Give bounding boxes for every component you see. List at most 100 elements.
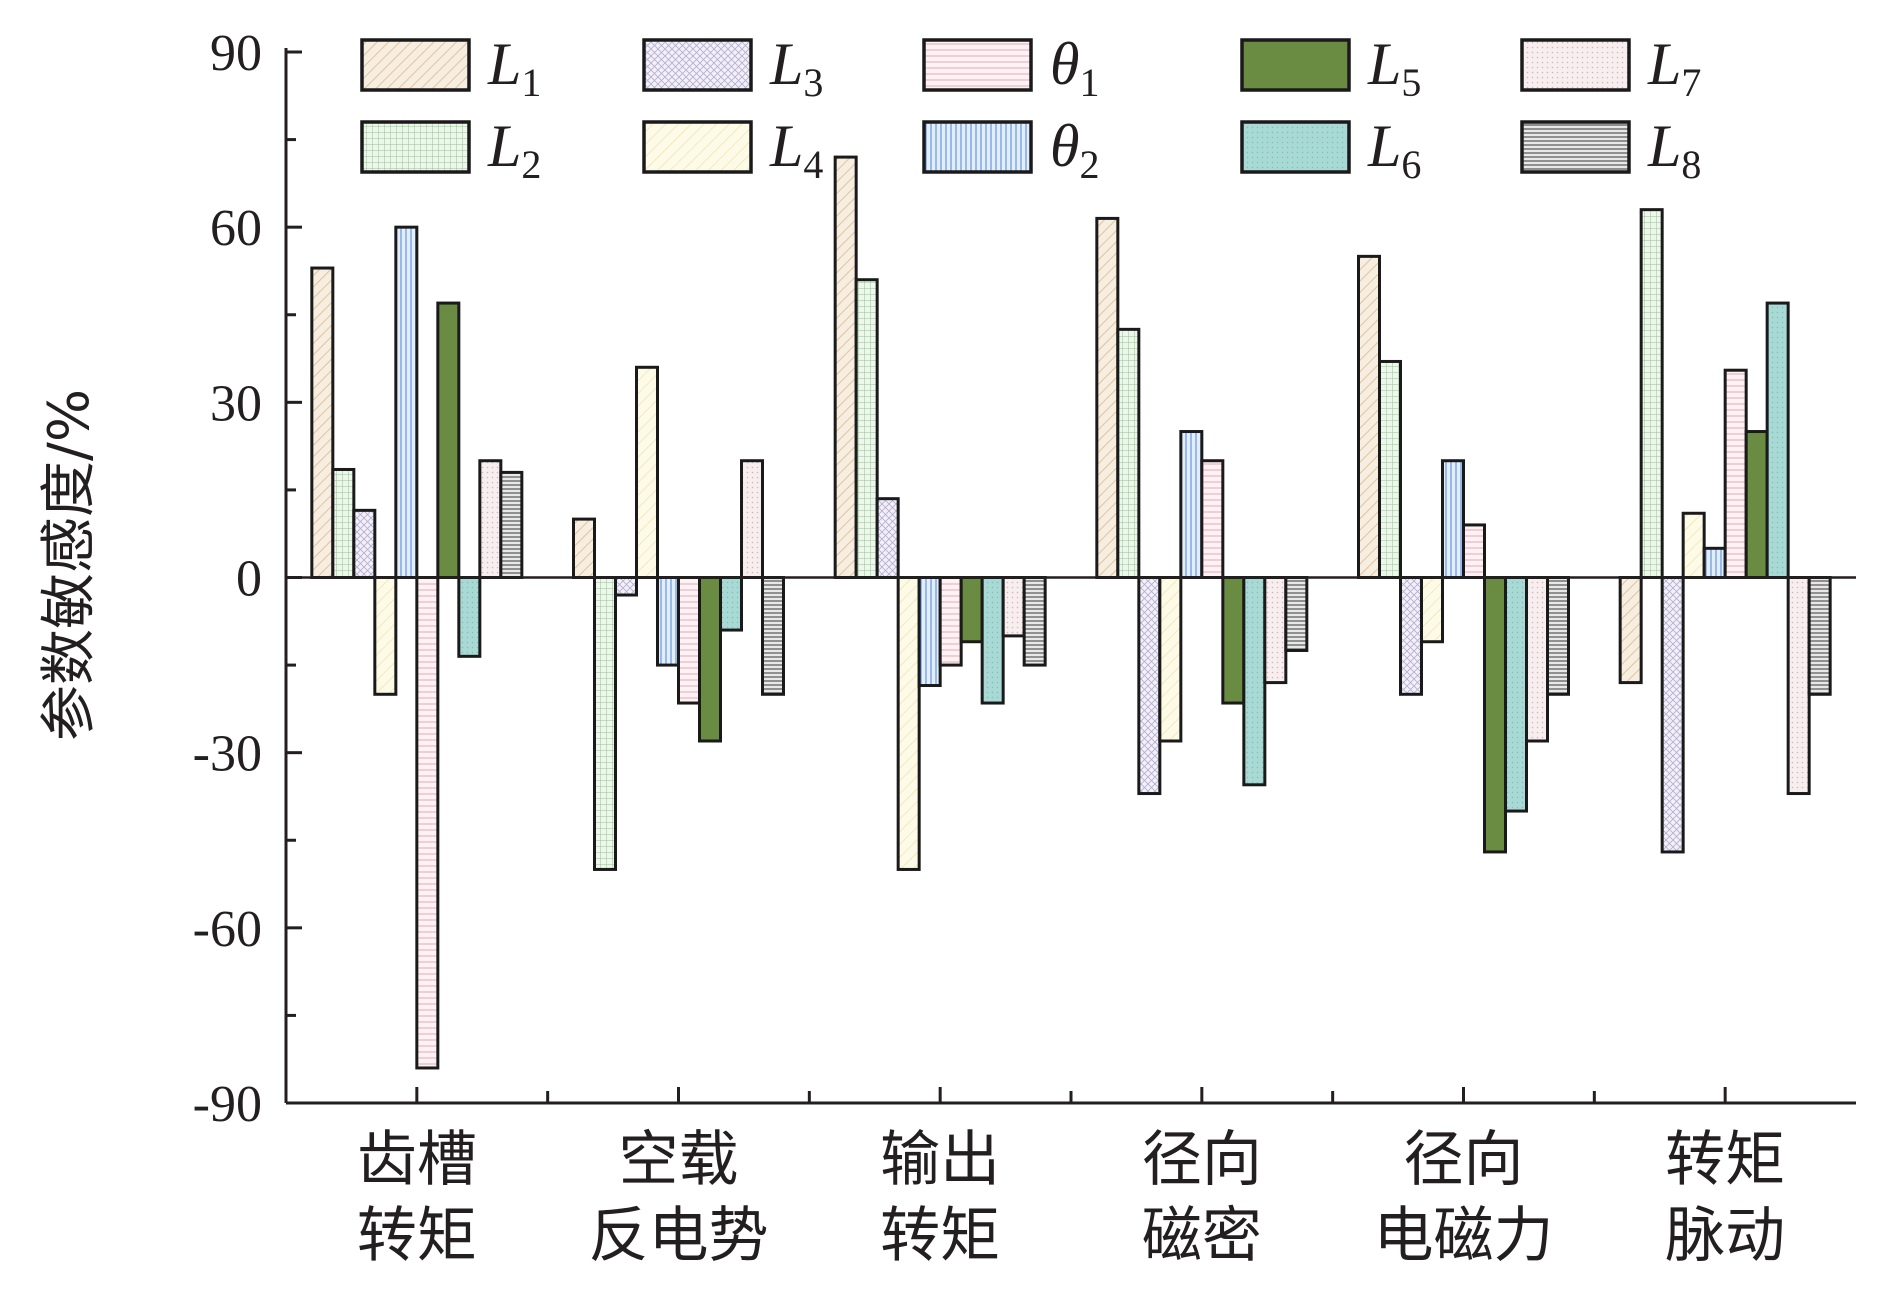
legend-swatch-L3 <box>642 38 753 92</box>
bar-L8-cat-4 <box>1546 576 1570 696</box>
bar-θ1-cat-3 <box>1200 459 1225 580</box>
y-tick-label: -60 <box>193 901 262 958</box>
bar-L8-cat-2 <box>1022 576 1047 667</box>
bar-L3-cat-3 <box>1137 576 1162 796</box>
bar-L8-cat-5 <box>1807 576 1832 696</box>
bar-θ1-cat-2 <box>938 576 963 667</box>
bar-L1-cat-5 <box>1618 576 1643 685</box>
bar-L7-cat-2 <box>1001 576 1026 638</box>
bar-L6-cat-5 <box>1765 301 1790 579</box>
legend-label-θ1: θ1 <box>1050 31 1099 105</box>
bar-L3-cat-4 <box>1399 576 1423 696</box>
x-category-label: 转矩 <box>880 1201 1000 1271</box>
legend-swatch-L8 <box>1520 120 1631 174</box>
bar-L7-cat-1 <box>740 459 764 580</box>
bar-θ2-cat-0 <box>394 225 419 580</box>
bar-L7-cat-4 <box>1525 576 1549 743</box>
legend: L1 L3 θ1 L5 L7 L2 L4 θ2 L6 L8 <box>360 31 1701 187</box>
legend-label-L2: L2 <box>487 113 541 187</box>
legend-label-L6: L6 <box>1367 113 1421 187</box>
legend-label-θ2: θ2 <box>1050 113 1099 187</box>
legend-swatch-θ1 <box>922 38 1033 92</box>
bar-L8-cat-1 <box>761 576 785 696</box>
bar-θ1-cat-4 <box>1462 523 1486 580</box>
bar-θ1-cat-0 <box>415 576 440 1070</box>
bar-L4-cat-1 <box>635 365 659 579</box>
bar-L3-cat-1 <box>614 576 638 597</box>
bar-L7-cat-0 <box>478 459 503 580</box>
bar-L6-cat-3 <box>1242 576 1267 787</box>
x-category-label: 输出 <box>880 1125 1000 1195</box>
legend-label-L5: L5 <box>1367 31 1421 105</box>
bar-L2-cat-0 <box>331 467 356 580</box>
legend-label-L4: L4 <box>769 113 823 187</box>
y-tick-label: 60 <box>210 200 262 257</box>
y-tick-label: 90 <box>210 25 262 82</box>
x-category-label: 径向 <box>1404 1125 1524 1195</box>
bar-L2-cat-2 <box>854 278 879 579</box>
bar-L5-cat-5 <box>1744 430 1769 579</box>
bar-L6-cat-4 <box>1504 576 1528 813</box>
bar-L6-cat-2 <box>980 576 1005 705</box>
bar-L2-cat-1 <box>593 576 617 871</box>
x-category-label: 电磁力 <box>1374 1201 1554 1271</box>
y-axis-title: 参数敏感度/% <box>37 389 102 741</box>
bar-L7-cat-3 <box>1263 576 1288 685</box>
bar-θ1-cat-1 <box>677 576 701 705</box>
bar-θ2-cat-5 <box>1702 546 1727 579</box>
bar-L1-cat-1 <box>572 517 596 579</box>
legend-swatch-L6 <box>1240 120 1351 174</box>
x-category-label: 齿槽 <box>357 1125 477 1195</box>
bar-L2-cat-4 <box>1378 359 1402 580</box>
y-tick-label: 0 <box>236 551 262 608</box>
bar-L4-cat-0 <box>373 576 398 696</box>
bar-L7-cat-5 <box>1786 576 1811 796</box>
bar-θ1-cat-5 <box>1723 368 1748 579</box>
bars-layer <box>310 155 1832 1070</box>
x-category-label: 转矩 <box>357 1201 477 1271</box>
bar-L1-cat-0 <box>310 266 335 579</box>
bar-θ2-cat-2 <box>917 576 942 688</box>
bar-θ2-cat-3 <box>1179 430 1204 579</box>
bar-L3-cat-0 <box>352 508 377 580</box>
bar-L4-cat-3 <box>1158 576 1183 743</box>
x-category-label: 空载 <box>619 1125 739 1195</box>
bar-L5-cat-0 <box>436 301 461 579</box>
bar-L6-cat-0 <box>457 576 482 658</box>
x-category-label: 脉动 <box>1665 1201 1785 1271</box>
bar-L4-cat-5 <box>1681 511 1706 579</box>
bar-L8-cat-3 <box>1284 576 1309 652</box>
labels-layer: 9060300-30-60-90齿槽转矩空载反电势输出转矩径向磁密径向电磁力转矩… <box>193 25 1785 1271</box>
legend-swatch-θ2 <box>922 120 1033 174</box>
legend-swatch-L4 <box>642 120 753 174</box>
x-category-label: 转矩 <box>1665 1125 1785 1195</box>
bar-L5-cat-2 <box>959 576 984 644</box>
bar-L2-cat-5 <box>1639 208 1664 579</box>
bar-L4-cat-2 <box>896 576 921 871</box>
bar-L2-cat-3 <box>1116 327 1141 579</box>
y-tick-label: -90 <box>193 1076 262 1133</box>
bar-L1-cat-4 <box>1357 254 1381 579</box>
bar-L1-cat-2 <box>833 155 858 579</box>
bar-L4-cat-4 <box>1420 576 1444 644</box>
y-tick-label: -30 <box>193 726 262 783</box>
x-category-label: 径向 <box>1142 1125 1262 1195</box>
bar-L8-cat-0 <box>499 470 524 579</box>
legend-swatch-L1 <box>360 38 471 92</box>
bar-L5-cat-3 <box>1221 576 1246 705</box>
legend-label-L3: L3 <box>769 31 823 105</box>
bar-L5-cat-4 <box>1483 576 1507 854</box>
x-category-label: 磁密 <box>1142 1201 1262 1271</box>
bar-L5-cat-1 <box>698 576 722 743</box>
axes-layer <box>284 48 1856 1105</box>
legend-label-L1: L1 <box>487 31 541 105</box>
bar-θ2-cat-1 <box>656 576 680 667</box>
bar-L1-cat-3 <box>1095 216 1120 580</box>
bar-θ2-cat-4 <box>1441 459 1465 580</box>
legend-swatch-L2 <box>360 120 471 174</box>
legend-label-L8: L8 <box>1647 113 1701 187</box>
bar-L3-cat-2 <box>875 497 900 579</box>
bar-L3-cat-5 <box>1660 576 1685 854</box>
x-category-label: 反电势 <box>589 1201 769 1271</box>
